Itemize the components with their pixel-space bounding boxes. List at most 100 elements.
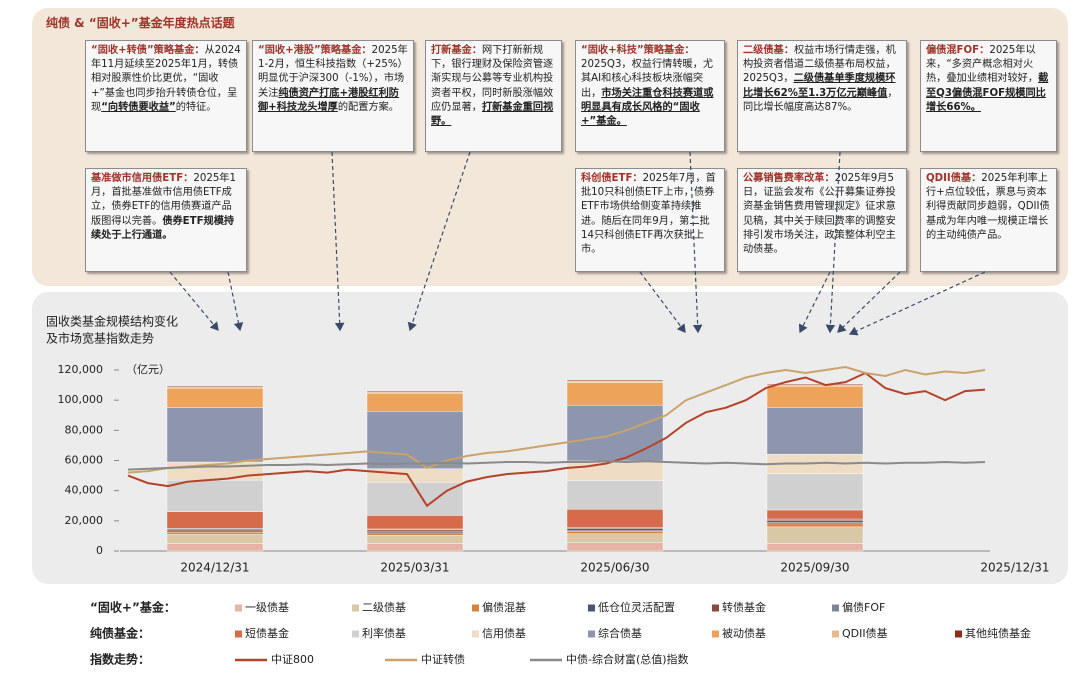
unit-label: （亿元） (126, 363, 170, 376)
index-line (127, 371, 986, 508)
legend-label: 一级债基 (245, 600, 289, 614)
callout-text: 从2024年11月延续至2025年1月，转债相对股票性价比更优，“固收+”基金也… (91, 45, 241, 113)
legend-swatch (472, 604, 479, 612)
callout-text: 的特征。 (175, 101, 217, 113)
bar-segment (166, 479, 264, 512)
callout-text: 权益市场行情走强，机构投资者借道二级债基布局权益，2025Q3， (743, 45, 896, 85)
legend-label: 综合债基 (598, 626, 642, 640)
legend-label: 利率债基 (362, 626, 406, 640)
chart-title: 固收类基金规模结构变化 (46, 314, 178, 329)
legend-label: 短债基金 (245, 626, 289, 640)
legend-label: 二级债基 (362, 600, 406, 614)
x-tick-label: 2025/06/30 (580, 561, 649, 575)
legend-label: 中证800 (271, 653, 314, 666)
callout: 偏债混FOF：2025年以来，“多资产概念相对火热，叠加业绩相对较好，截至Q3偏… (920, 40, 1057, 152)
arrow (798, 271, 831, 334)
bar-segment (366, 532, 464, 536)
legend-swatch (832, 630, 839, 638)
y-tick-label: 120,000 (58, 363, 104, 376)
bar-segment (766, 523, 864, 528)
bar-segment (366, 515, 464, 530)
callout-title: 科创债ETF： (581, 173, 643, 184)
callout-text: 2025年1-2月，恒生科技指数（+25%）明显优于沪深300（-1%），市场关… (258, 45, 408, 99)
callout-text: 的配置方案。 (337, 101, 399, 113)
bar-segment (566, 531, 664, 534)
callout-text: 网下打新新规下，银行理财及保险资管逐渐实现与公募等专业机构投资者平权，同时新股涨… (431, 45, 554, 113)
callout-text: 纯债资产打底+港股红利防御+科技龙头增厚 (258, 87, 399, 113)
callout-text: 2025年1月，首批基准做市信用债ETF成立，债券ETF的信用债赛道产品版图得以… (91, 173, 236, 227)
callout: “固收+科技”策略基金： 2025Q3，权益行情转暖，尤其AI和核心科技板块涨幅突… (575, 40, 725, 152)
bar-segment (366, 393, 464, 412)
callout-text: 二级债基单季度规模环比增长62%至1.3万亿元巅峰值 (743, 73, 896, 99)
legend-swatch (352, 630, 359, 638)
arrows (169, 151, 986, 336)
callout: 公募销售费率改革：2025年9月5日，证监会发布《公开募集证券投资基金销售费用管… (737, 168, 907, 272)
legend-swatch (588, 630, 595, 638)
bar-segment (166, 531, 264, 535)
legend-label: QDII债基 (842, 626, 888, 640)
bar-segment (166, 534, 264, 544)
bar-segment (566, 509, 664, 528)
callout-text: 打新基金重回视野。 (431, 101, 554, 128)
bar-segment (366, 390, 464, 393)
index-line (127, 460, 986, 471)
callout: 二级债基：权益市场行情走强，机构投资者借道二级债基布局权益，2025Q3，二级债… (737, 40, 907, 152)
callout-text: ，同比增长幅度高达87%。 (743, 87, 898, 113)
legend-swatch (352, 604, 359, 612)
callout: 科创债ETF：2025年7月，首批10只科创债ETF上市，债券ETF市场供给侧变… (575, 168, 725, 272)
bar-segment (166, 528, 264, 532)
bar-segment (766, 384, 864, 387)
callout: 基准做市信用债ETF：2025年1月，首批基准做市信用债ETF成立，债券ETF的… (85, 168, 247, 272)
header-title: 纯债 & “固收+”基金年度热点话题 (46, 16, 235, 30)
y-tick-label: 40,000 (65, 484, 104, 497)
arrow (825, 151, 841, 334)
legend-label: 中证转债 (421, 652, 465, 666)
y-tick-label: 20,000 (65, 514, 104, 527)
legend-label: 转债基金 (722, 600, 766, 614)
callout-text: 2025Q3，权益行情转暖，尤其AI和核心科技板块涨幅突出， (581, 59, 714, 99)
arrow (639, 271, 686, 333)
arrow (407, 151, 471, 332)
callout-text: 市场关注重仓科技赛道或明显具有成长风格的“固收+”基金。 (581, 87, 714, 128)
bar-segment (566, 528, 664, 531)
bar-segment (566, 380, 664, 382)
legend-group-label: “固收+”基金： (90, 600, 176, 615)
callout-title: QDII债基： (926, 173, 982, 184)
legend-group-label: 指数走势： (90, 652, 150, 667)
legend-swatch (832, 604, 839, 612)
callout: “固收+港股”策略基金：2025年1-2月，恒生科技指数（+25%）明显优于沪深… (252, 40, 414, 152)
bar-segment (566, 533, 664, 543)
bar-segment (766, 383, 864, 386)
legend-swatch (955, 630, 962, 638)
bar-segment (766, 526, 864, 544)
bar-segment (166, 511, 264, 529)
bar-segment (166, 385, 264, 388)
y-tick-label: 0 (96, 544, 103, 557)
legend-swatch (712, 604, 719, 612)
y-tick-label: 80,000 (65, 423, 104, 436)
legend-label: 偏债FOF (842, 600, 885, 614)
callout-text: 截至Q3偏债混FOF规模同比增长66%。 (926, 73, 1049, 113)
callout-title: “固收+港股”策略基金： (258, 45, 372, 56)
callout-text: 2025年利率上行+点位较低，票息与资本利得贡献同步趋弱，QDII债基成为年内唯… (926, 173, 1050, 241)
chart-title: 及市场宽基指数走势 (46, 331, 154, 346)
callout-text: 2025年7月，首批10只科创债ETF上市，债券ETF市场供给侧变革持续推进。随… (581, 173, 716, 256)
x-tick-label: 2025/12/31 (980, 561, 1049, 575)
bar-segment (166, 407, 264, 463)
x-tick-label: 2025/03/31 (380, 561, 449, 575)
callout-text: “向转债要收益” (101, 101, 176, 113)
bar-segment (366, 534, 464, 544)
callout-title: 偏债混FOF： (926, 45, 990, 56)
arrow (837, 271, 901, 333)
x-tick-label: 2024/12/31 (180, 561, 249, 575)
arrow (227, 271, 244, 332)
callout: QDII债基：2025年利率上行+点位较低，票息与资本利得贡献同步趋弱，QDII… (920, 168, 1057, 272)
index-line (127, 365, 986, 474)
callout-title: 公募销售费率改革： (743, 173, 835, 184)
y-tick-label: 60,000 (65, 454, 104, 467)
bar-segment (766, 407, 864, 455)
legend-label: 被动债基 (722, 626, 766, 640)
legend-label: 低仓位灵活配置 (598, 600, 675, 614)
